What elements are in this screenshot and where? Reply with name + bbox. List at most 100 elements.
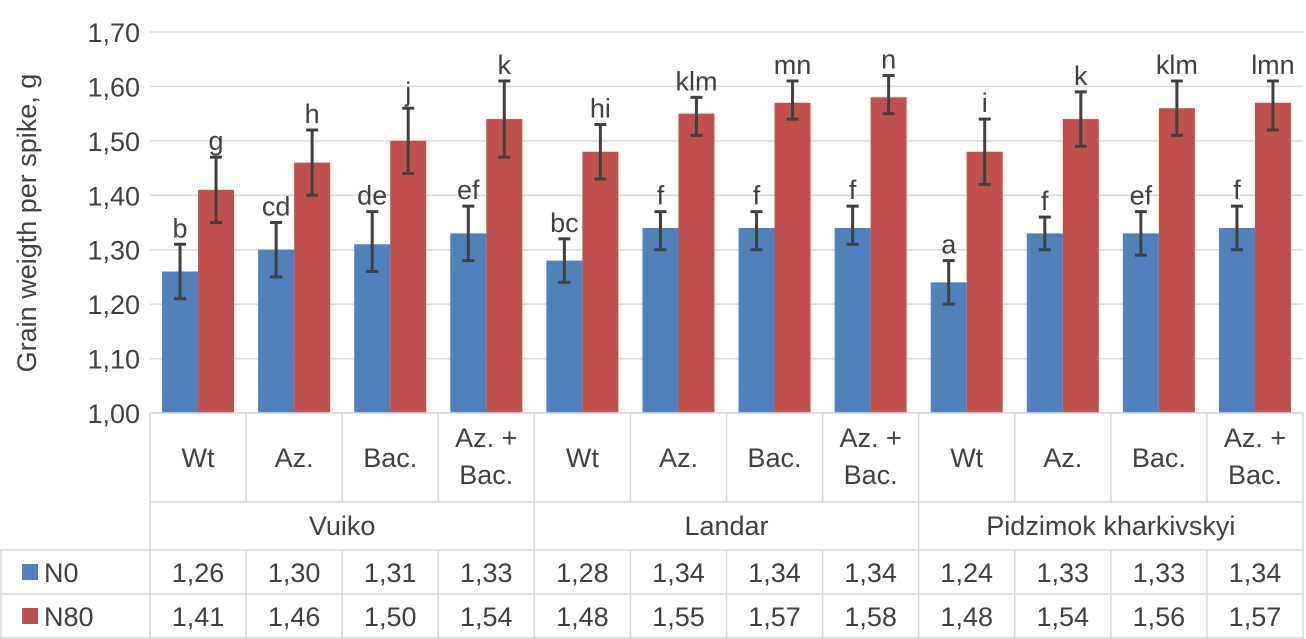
y-tick-label: 1,40 (87, 181, 140, 211)
n80-bar (1159, 108, 1195, 413)
n80-bar (871, 97, 907, 413)
category-label: Az. + (1224, 423, 1286, 453)
table-value: 1,54 (460, 602, 513, 632)
n80-bar (1063, 119, 1099, 413)
y-axis-label: Grain weigth per spike, g (12, 74, 42, 373)
n0-bar (1219, 228, 1255, 413)
table-value: 1,28 (556, 558, 609, 588)
significance-letter: mn (774, 50, 812, 80)
table-value: 1,33 (1037, 558, 1090, 588)
category-label: Bac. (1132, 443, 1186, 473)
group-label: Landar (684, 511, 768, 541)
table-value: 1,46 (268, 602, 321, 632)
table-value: 1,50 (364, 602, 417, 632)
significance-letters: b cd de ef bc f f f a f ef f g h j k hi klm mn n i k klm lmn (173, 45, 1295, 260)
y-tick-label: 1,70 (87, 18, 140, 48)
legend-swatch (22, 608, 38, 624)
category-label: Bac. (363, 443, 417, 473)
table-value: 1,33 (1133, 558, 1186, 588)
table-value: 1,57 (748, 602, 801, 632)
n80-bar (582, 152, 618, 413)
category-label: Wt (566, 443, 599, 473)
data-table: Wt Az. Bac. Az. + Bac. Wt Az. Bac. Az. + Bac. Wt Az… (0, 413, 1303, 639)
table-value: 1,31 (364, 558, 417, 588)
n80-bar (486, 119, 522, 413)
error-bars (174, 76, 1279, 305)
bars (162, 97, 1291, 413)
significance-letter: f (657, 181, 665, 211)
table-value: 1,34 (1229, 558, 1282, 588)
table-value: 1,56 (1133, 602, 1186, 632)
significance-letter: hi (590, 94, 611, 124)
significance-letter: b (173, 213, 188, 243)
y-tick-label: 1,60 (87, 72, 140, 102)
category-label: Az. (275, 443, 314, 473)
y-axis-ticks: 1,00 1,10 1,20 1,30 1,40 1,50 1,60 1,70 (87, 18, 140, 429)
category-label: Bac. (459, 460, 513, 490)
table-value: 1,30 (268, 558, 321, 588)
significance-letter: a (941, 230, 957, 260)
significance-letter: f (753, 181, 761, 211)
n80-bar (775, 103, 811, 413)
n0-bar (835, 228, 871, 413)
significance-letter: ef (1130, 181, 1153, 211)
significance-letter: k (498, 50, 512, 80)
table-value: 1,34 (844, 558, 897, 588)
table-value: 1,48 (940, 602, 993, 632)
significance-letter: de (357, 181, 387, 211)
legend-swatch (22, 564, 38, 580)
n0-bar (1123, 233, 1159, 413)
significance-letter: klm (675, 66, 717, 96)
category-label: Bac. (748, 443, 802, 473)
y-tick-label: 1,10 (87, 345, 140, 375)
significance-letter: i (982, 88, 988, 118)
significance-letter: j (404, 77, 411, 107)
significance-letter: f (1041, 186, 1049, 216)
significance-letter: g (209, 126, 224, 156)
table-value: 1,54 (1037, 602, 1090, 632)
significance-letter: cd (262, 192, 291, 222)
significance-letter: k (1074, 61, 1088, 91)
n0-bar (642, 228, 678, 413)
n0-bar (739, 228, 775, 413)
n80-bar (967, 152, 1003, 413)
table-value: 1,41 (172, 602, 225, 632)
significance-letter: h (305, 99, 320, 129)
table-value: 1,33 (460, 558, 513, 588)
category-label: Bac. (844, 460, 898, 490)
category-label: Az. (659, 443, 698, 473)
category-label: Az. + (455, 423, 517, 453)
group-label: Vuiko (309, 511, 376, 541)
category-label: Az. (1043, 443, 1082, 473)
category-label: Wt (182, 443, 215, 473)
category-label: Az. + (839, 423, 901, 453)
legend-label: N80 (44, 602, 94, 632)
category-label: Wt (950, 443, 983, 473)
y-tick-label: 1,30 (87, 236, 140, 266)
table-value: 1,34 (652, 558, 705, 588)
significance-letter: klm (1156, 50, 1198, 80)
y-tick-label: 1,50 (87, 127, 140, 157)
n0-bar (1027, 233, 1063, 413)
significance-letter: bc (550, 208, 579, 238)
n80-bar (1255, 103, 1291, 413)
category-label: Bac. (1228, 460, 1282, 490)
table-value: 1,58 (844, 602, 897, 632)
legend-label: N0 (44, 558, 79, 588)
significance-letter: f (1233, 175, 1241, 205)
table-value: 1,34 (748, 558, 801, 588)
significance-letter: ef (457, 175, 480, 205)
table-value: 1,57 (1229, 602, 1282, 632)
table-value: 1,26 (172, 558, 225, 588)
group-label: Pidzimok kharkivskyi (986, 511, 1235, 541)
y-tick-label: 1,00 (87, 399, 140, 429)
y-tick-label: 1,20 (87, 290, 140, 320)
significance-letter: f (849, 175, 857, 205)
significance-letter: n (881, 45, 896, 75)
table-value: 1,24 (940, 558, 993, 588)
n80-bar (294, 163, 330, 413)
n80-bar (390, 141, 426, 413)
significance-letter: lmn (1251, 50, 1295, 80)
n80-bar (678, 114, 714, 413)
